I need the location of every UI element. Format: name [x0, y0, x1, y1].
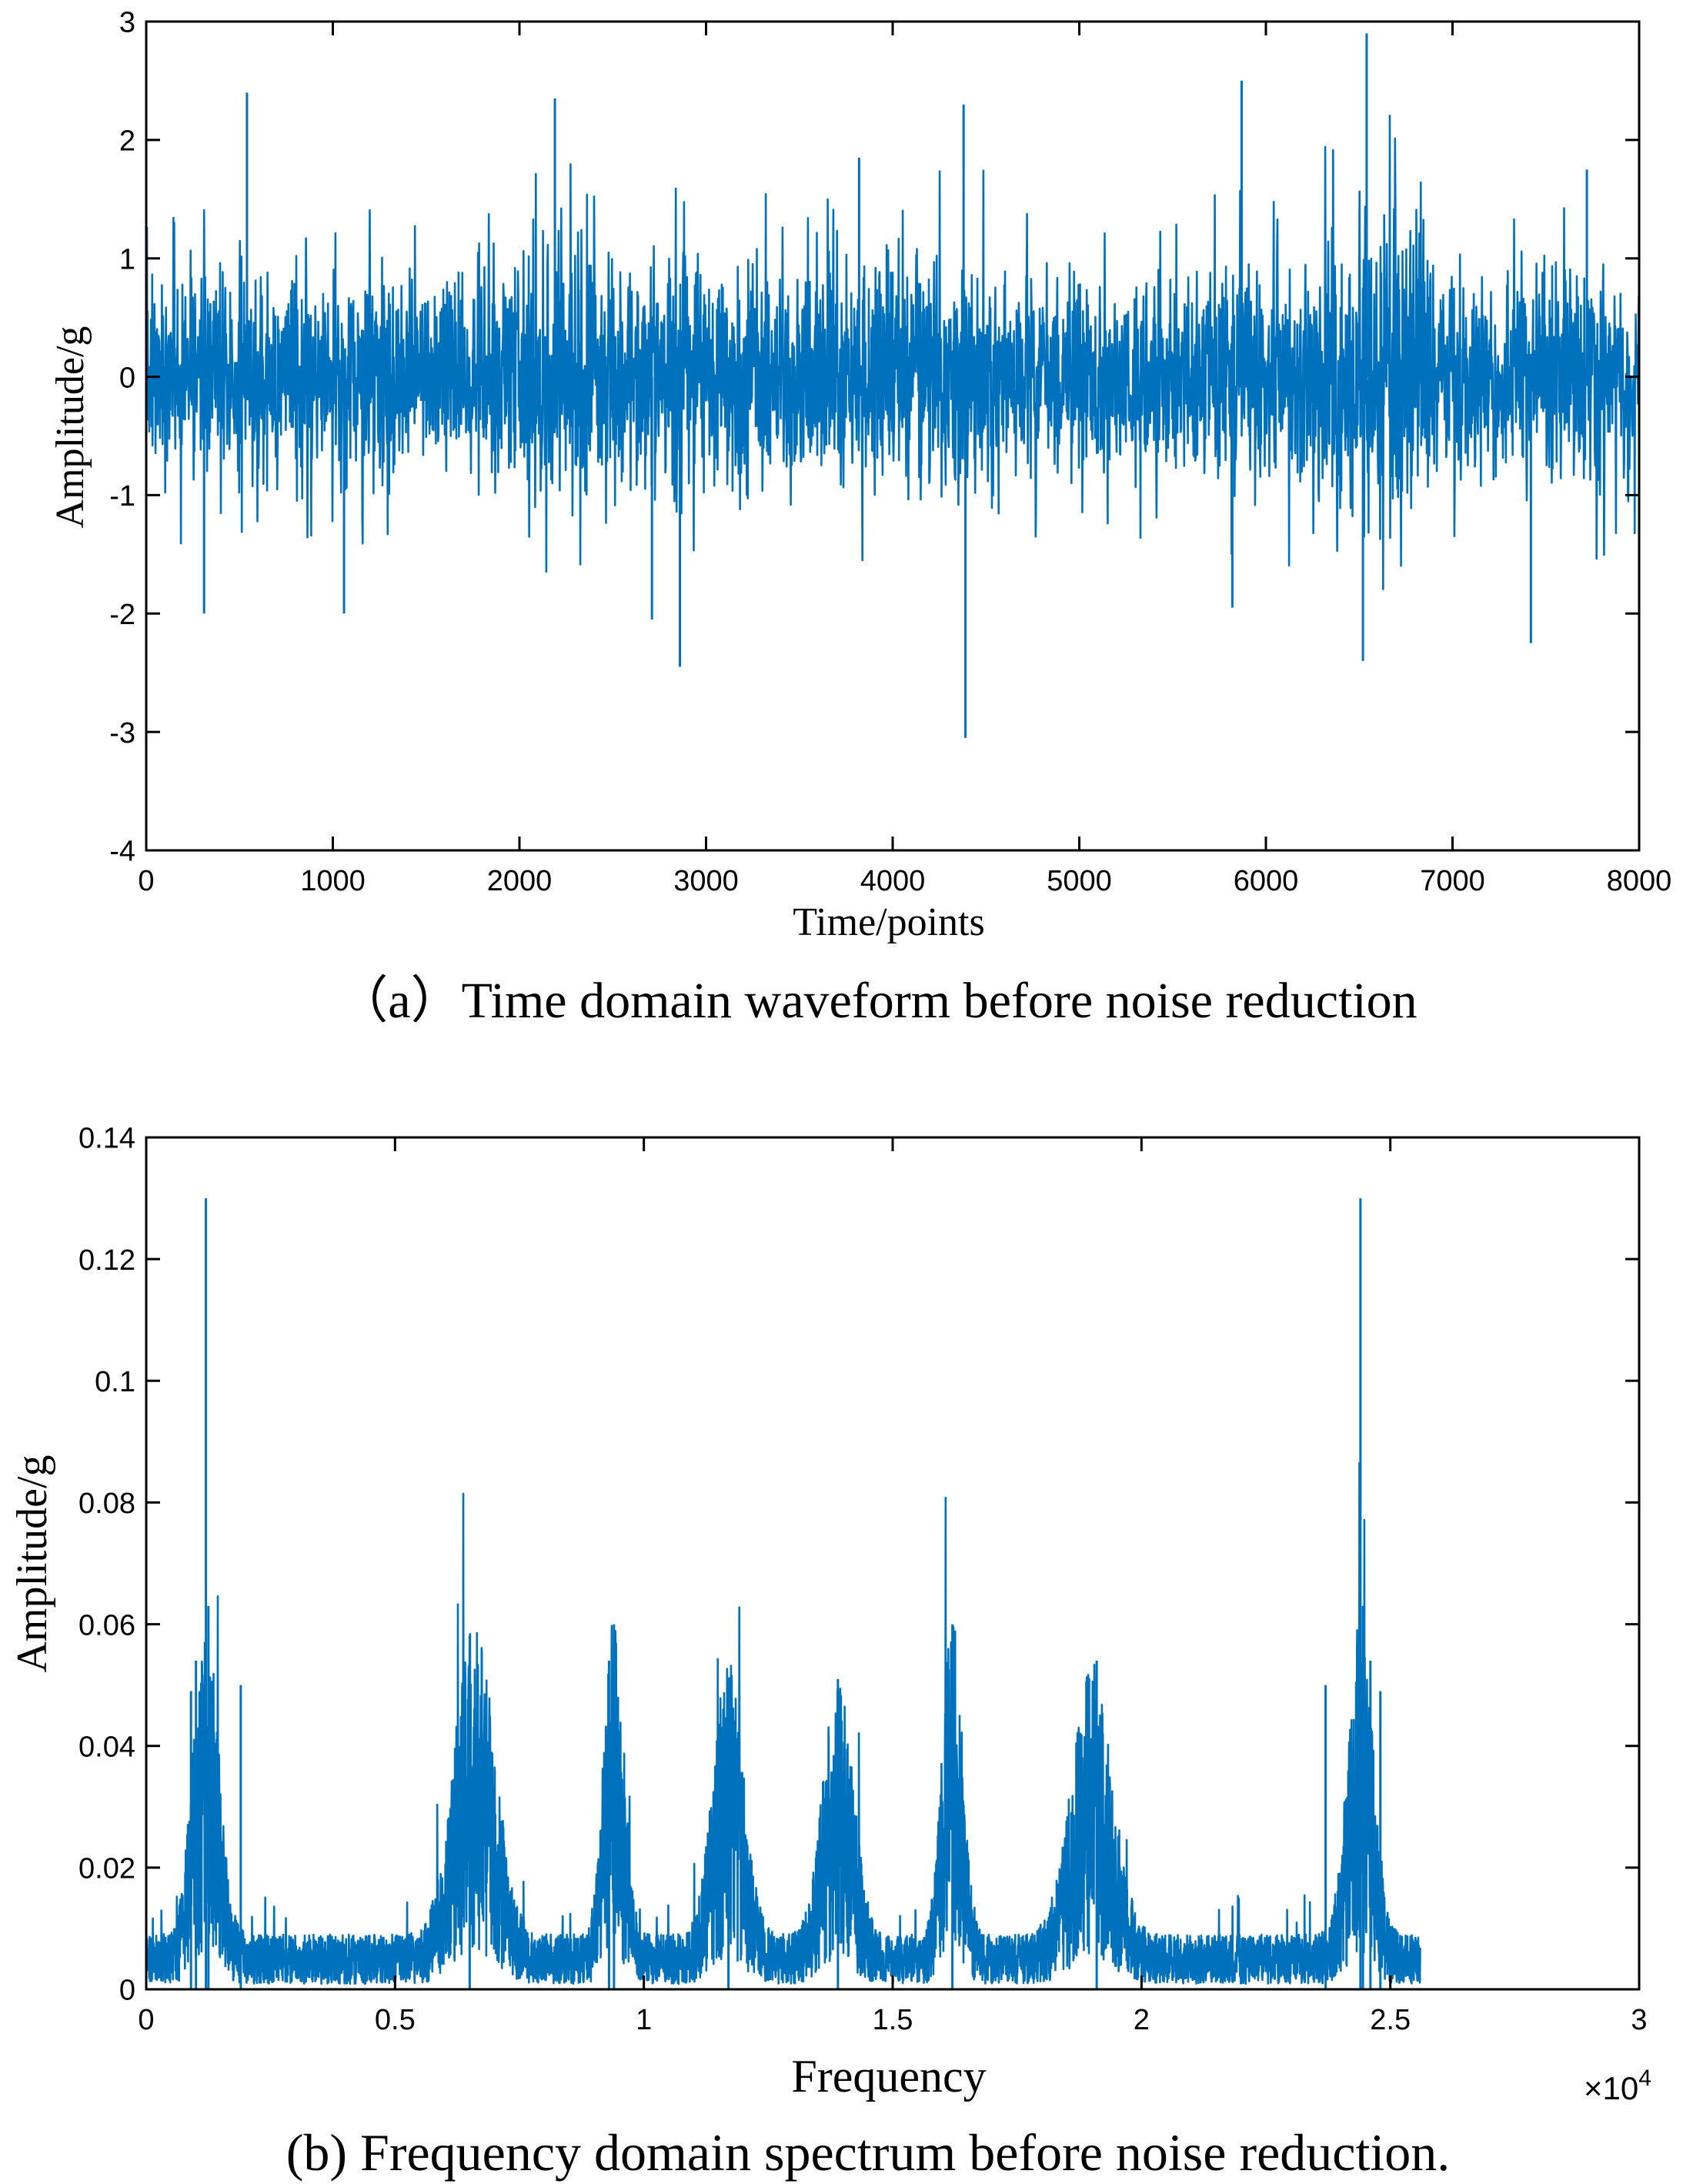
chart-a-signal-line	[145, 115, 1641, 590]
chart-a-peak-lines	[202, 33, 1588, 738]
chart-a-y-tick-label: 2	[119, 125, 135, 158]
chart-a-time-domain: 0 1000 2000 3000 4000 5000 6000 7000 8000 -4 -3 -2…	[48, 7, 1671, 1029]
chart-a-y-tick-label: 3	[119, 7, 135, 39]
chart-a-caption: （a）Time domain waveform before noise red…	[337, 973, 1417, 1029]
chart-b-x-multiplier: ×104	[1584, 2065, 1651, 2106]
chart-b-y-axis-label: Amplitude/g	[8, 1454, 56, 1672]
chart-a-x-tick-label: 2000	[487, 865, 553, 897]
chart-b-x-multiplier-base: ×10	[1584, 2070, 1638, 2106]
chart-b-x-tick-label: 2.5	[1370, 2004, 1411, 2036]
chart-b-x-multiplier-exponent: 4	[1638, 2065, 1651, 2091]
chart-a-y-ticks: -4 -3 -2 -1 0 1 2 3	[109, 7, 1639, 868]
chart-b-y-tick-label: 0.12	[78, 1244, 135, 1277]
chart-b-frequency-domain: 0 0.5 1 1.5 2 2.5 3 0 0.02 0.04 0.06 0.08 0.1 0.12 0.…	[8, 1123, 1651, 2182]
chart-b-plot-background	[146, 1137, 1639, 1989]
chart-a-x-tick-label: 7000	[1420, 865, 1485, 897]
chart-b-y-tick-label: 0.14	[78, 1123, 135, 1155]
chart-a-y-tick-label: -2	[109, 599, 135, 631]
chart-a-x-tick-label: 3000	[673, 865, 739, 897]
chart-b-x-tick-label: 0	[138, 2004, 154, 2036]
chart-b-x-tick-label: 1.5	[873, 2004, 913, 2036]
chart-a-x-tick-label: 4000	[860, 865, 926, 897]
chart-a-x-ticks: 0 1000 2000 3000 4000 5000 6000 7000 8000	[138, 22, 1671, 897]
chart-a-y-tick-label: -3	[109, 717, 135, 750]
chart-b-x-tick-label: 0.5	[375, 2004, 416, 2036]
chart-a-y-tick-label: 0	[119, 362, 135, 394]
chart-b-y-tick-label: 0.06	[78, 1609, 135, 1641]
chart-b-y-tick-label: 0.02	[78, 1853, 135, 1885]
chart-a-y-tick-label: -1	[109, 480, 135, 513]
chart-a-x-tick-label: 5000	[1047, 865, 1112, 897]
chart-b-x-tick-label: 3	[1631, 2004, 1647, 2036]
chart-a-x-tick-label: 6000	[1234, 865, 1299, 897]
chart-b-x-axis-label: Frequency	[791, 2051, 986, 2102]
chart-b-y-ticks: 0 0.02 0.04 0.06 0.08 0.1 0.12 0.14	[78, 1123, 1639, 2007]
chart-b-spectrum-line	[145, 1461, 1421, 1985]
chart-b-x-tick-label: 2	[1134, 2004, 1150, 2036]
chart-a-x-tick-label: 8000	[1607, 865, 1672, 897]
chart-a-x-tick-label: 1000	[300, 865, 366, 897]
chart-a-y-tick-label: 1	[119, 243, 135, 276]
chart-b-caption: (b) Frequency domain spectrum before noi…	[286, 2123, 1451, 2182]
chart-b-x-tick-label: 1	[636, 2004, 652, 2036]
chart-b-y-tick-label: 0.04	[78, 1731, 135, 1763]
chart-b-y-tick-label: 0.08	[78, 1488, 135, 1520]
chart-b-y-tick-label: 0	[119, 1975, 135, 2007]
chart-b-x-ticks: 0 0.5 1 1.5 2 2.5 3	[138, 1137, 1648, 2036]
chart-b-peak-lines	[189, 1198, 1382, 1989]
chart-a-y-tick-label: -4	[109, 836, 135, 868]
chart-a-x-tick-label: 0	[138, 865, 154, 897]
chart-b-y-tick-label: 0.1	[95, 1366, 135, 1398]
chart-a-x-axis-label: Time/points	[793, 900, 985, 944]
chart-a-y-axis-label: Amplitude/g	[48, 326, 92, 529]
